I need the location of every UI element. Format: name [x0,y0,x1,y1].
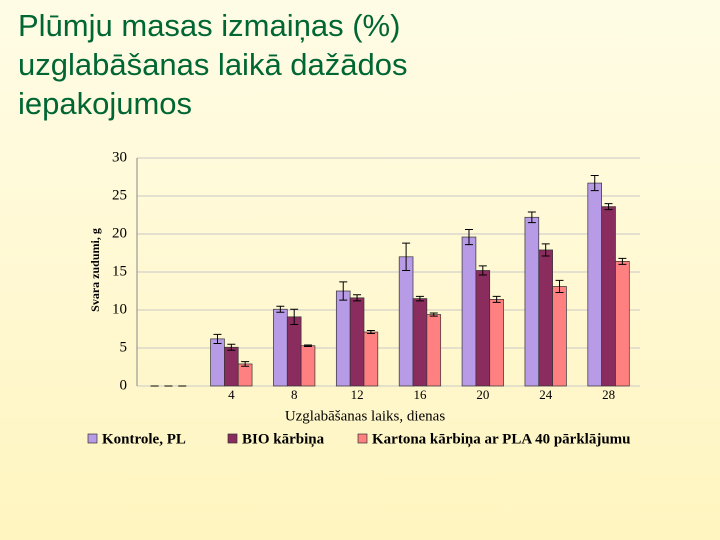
error-bar [618,257,627,265]
x-axis-label: Uzglabāšanas laiks, dienas [285,408,446,424]
error-bar [590,174,599,192]
error-bar [276,305,285,313]
y-tick-label: 0 [120,377,128,393]
bar [286,316,302,387]
bar [461,236,477,387]
legend-label: Kontrole, PL [102,431,186,447]
bar [210,338,225,387]
error-bar [604,203,613,211]
y-tick-label: 10 [112,301,127,317]
y-tick-label: 25 [112,187,127,203]
bar [524,216,540,387]
error-bar [541,243,550,257]
error-bar [527,211,536,224]
error-bar [304,344,313,347]
title-line: iepakojumos [18,86,193,121]
x-tick-label: 4 [228,387,235,402]
x-tick-label: 20 [476,387,489,402]
slide-title: Plūmju masas izmaiņas (%) uzglabāšanas l… [18,6,408,123]
bar [601,206,616,387]
error-bar [290,308,299,325]
error-bar [402,242,411,271]
legend-label: BIO kārbiņa [242,431,325,447]
x-tick-label: 8 [291,387,298,402]
error-bar [366,330,375,335]
bar [475,270,491,387]
bar [335,290,351,387]
y-tick-label: 20 [112,225,127,241]
legend-swatch [227,433,238,444]
error-bar [339,281,348,301]
bar [349,297,365,387]
error-bar [213,333,222,344]
bar [552,286,567,387]
y-tick-label: 15 [112,263,127,279]
error-bar [555,279,564,294]
bar [273,308,288,387]
bar [224,346,239,387]
bar [489,299,504,387]
error-bar [227,343,236,351]
legend-swatch [87,433,98,444]
error-bar [478,265,487,276]
x-tick-label: 12 [351,387,364,402]
legend-label: Kartona kārbiņa ar PLA 40 pārklājumu [372,431,631,447]
y-tick-label: 30 [112,149,127,165]
x-tick-label: 16 [413,387,427,402]
bar [300,345,316,387]
title-line: uzglabāšanas laikā dažādos [18,47,408,82]
error-bar [429,312,438,317]
bar [587,182,602,387]
error-bar [415,295,424,302]
error-bar [353,294,362,302]
x-tick-label: 24 [539,387,553,402]
y-tick-label: 5 [120,339,128,355]
bar [237,363,253,387]
bar [615,261,630,387]
bar [363,331,379,387]
y-axis-label: Svara zudumi, g [88,228,102,312]
bar [412,298,428,387]
error-bar [464,228,473,246]
error-bar [492,295,501,303]
x-tick-label: 28 [602,387,615,402]
title-line: Plūmju masas izmaiņas (%) [18,8,401,43]
bar [538,249,553,387]
error-bar [241,361,250,367]
legend-swatch [357,433,368,444]
bar [426,314,442,387]
bar [398,256,414,387]
